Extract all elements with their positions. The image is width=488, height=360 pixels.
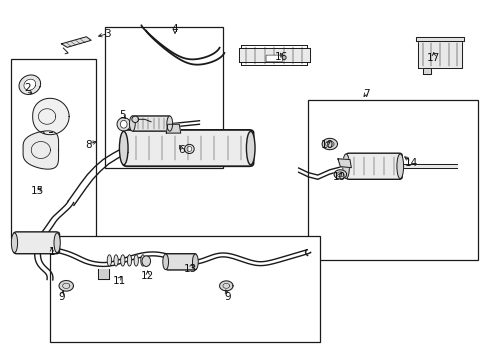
Ellipse shape — [142, 256, 150, 266]
Ellipse shape — [246, 131, 255, 165]
Ellipse shape — [120, 120, 127, 128]
Polygon shape — [238, 48, 309, 62]
FancyBboxPatch shape — [346, 153, 401, 179]
FancyBboxPatch shape — [122, 130, 253, 166]
Polygon shape — [422, 68, 430, 74]
Text: 13: 13 — [184, 264, 197, 274]
Ellipse shape — [121, 255, 124, 266]
Ellipse shape — [134, 255, 138, 266]
FancyBboxPatch shape — [166, 254, 196, 270]
Polygon shape — [19, 75, 41, 94]
Polygon shape — [417, 41, 461, 68]
FancyBboxPatch shape — [132, 116, 170, 131]
Polygon shape — [24, 79, 36, 90]
FancyBboxPatch shape — [104, 27, 223, 168]
FancyBboxPatch shape — [307, 100, 477, 260]
Text: 15: 15 — [31, 186, 44, 196]
FancyBboxPatch shape — [14, 232, 60, 254]
FancyBboxPatch shape — [50, 237, 319, 342]
Ellipse shape — [396, 154, 403, 179]
Ellipse shape — [166, 116, 172, 131]
Text: 5: 5 — [119, 110, 125, 120]
Ellipse shape — [163, 254, 168, 270]
Ellipse shape — [132, 116, 138, 122]
Polygon shape — [23, 131, 59, 169]
Text: 2: 2 — [24, 83, 31, 93]
FancyBboxPatch shape — [11, 59, 96, 238]
Text: 12: 12 — [141, 271, 154, 281]
Polygon shape — [322, 138, 337, 150]
Ellipse shape — [184, 144, 194, 154]
Polygon shape — [59, 280, 73, 291]
Polygon shape — [403, 164, 456, 168]
Polygon shape — [415, 37, 464, 41]
Ellipse shape — [129, 116, 135, 131]
Polygon shape — [219, 281, 232, 291]
Ellipse shape — [11, 233, 18, 253]
Text: 10: 10 — [332, 172, 345, 182]
Polygon shape — [166, 124, 181, 133]
Text: 8: 8 — [85, 140, 92, 150]
Ellipse shape — [119, 131, 128, 165]
Text: 10: 10 — [320, 140, 333, 150]
Ellipse shape — [127, 255, 131, 266]
Text: 9: 9 — [224, 292, 230, 302]
Text: 4: 4 — [171, 24, 178, 34]
Text: 14: 14 — [404, 158, 417, 168]
Ellipse shape — [141, 255, 145, 266]
Ellipse shape — [107, 255, 111, 266]
Text: 1: 1 — [48, 247, 55, 257]
Text: 3: 3 — [104, 28, 111, 39]
Polygon shape — [333, 170, 346, 179]
Polygon shape — [98, 269, 109, 279]
Polygon shape — [33, 98, 69, 135]
FancyBboxPatch shape — [265, 55, 282, 62]
Ellipse shape — [186, 147, 191, 152]
Text: 9: 9 — [58, 292, 64, 302]
Ellipse shape — [114, 255, 118, 266]
Ellipse shape — [117, 118, 130, 131]
Polygon shape — [337, 159, 351, 168]
Ellipse shape — [192, 254, 198, 270]
Text: 16: 16 — [275, 52, 288, 62]
Ellipse shape — [54, 233, 60, 253]
Text: 6: 6 — [178, 145, 184, 155]
Polygon shape — [61, 37, 91, 48]
Text: 7: 7 — [363, 89, 369, 99]
Text: 11: 11 — [112, 275, 125, 285]
Ellipse shape — [342, 154, 349, 179]
Text: 17: 17 — [427, 53, 440, 63]
